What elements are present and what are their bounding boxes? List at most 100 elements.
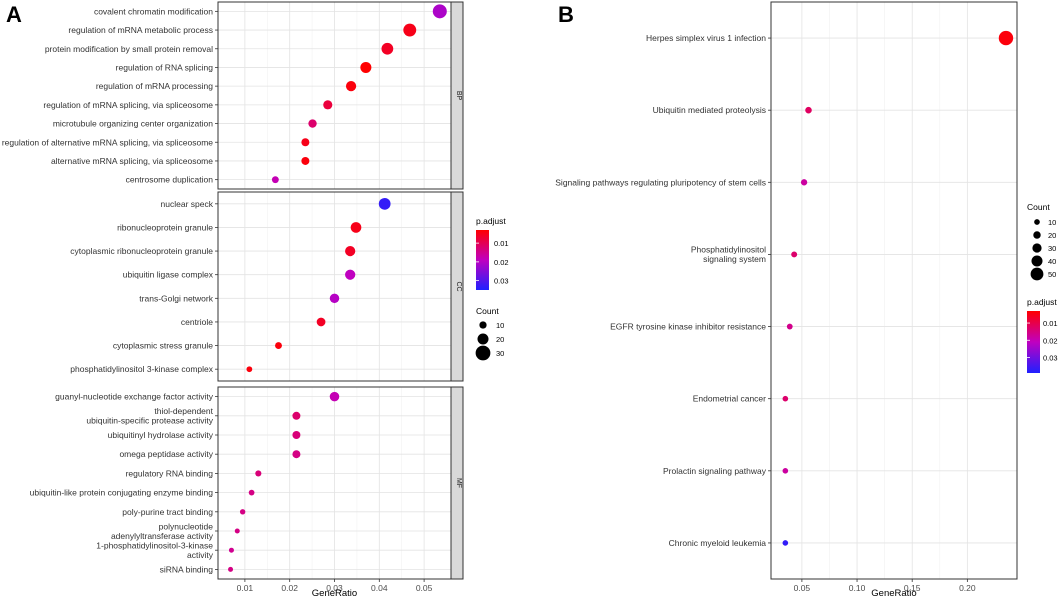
panel-b-border [770,1,1018,580]
term-dot [308,119,317,128]
term-label: phosphatidylinositol 3-kinase complex [70,364,213,374]
term-label: siRNA binding [160,564,214,574]
padj-legend-label: 0.01 [1043,319,1058,328]
term-label: nuclear speck [161,199,214,209]
term-label: guanyl-nucleotide exchange factor activi… [55,392,214,402]
x-tick-label: 0.01 [237,583,254,593]
term-dot [381,42,394,55]
term-label: trans-Golgi network [139,293,213,303]
x-tick-label: 0.05 [794,583,811,593]
term-label: centriole [181,317,213,327]
panel-b-bg [771,2,1017,579]
term-dot [292,431,301,439]
term-label: regulation of mRNA metabolic process [68,25,213,35]
x-tick-label: 0.03 [326,583,343,593]
facet-strip [450,386,464,580]
padj-legend-title: p.adjust [476,216,506,226]
term-label: regulation of mRNA splicing, via spliceo… [43,100,213,110]
term-dot [329,391,340,402]
term-label: omega peptidase activity [119,449,213,459]
term-dot [228,547,234,553]
term-dot [301,156,310,165]
count-legend-label: 30 [1048,244,1056,253]
padj-legend-title: p.adjust [1027,297,1057,307]
x-tick-label: 0.15 [904,583,921,593]
x-tick-label: 0.10 [849,583,866,593]
panel-a-go-dotplot: BP covalent chromatin modification regulat… [2,1,509,599]
count-legend-title: Count [1027,202,1050,212]
pathway-label: Ubiquitin mediated proteolysis [653,105,766,115]
term-dot [432,4,447,19]
count-legend: Count 10 20 30 [475,306,504,361]
padj-legend-label: 0.03 [1043,354,1058,363]
term-label: centrosome duplication [126,175,214,185]
pathway-dot [791,251,798,258]
term-label: poly-purine tract binding [122,507,213,517]
pathway-label: EGFR tyrosine kinase inhibitor resistanc… [610,322,766,332]
term-dot [239,509,246,515]
term-label: microtubule organizing center organizati… [53,119,213,129]
term-dot [329,293,340,304]
x-tick-label: 0.02 [281,583,298,593]
padj-legend-label: 0.03 [494,277,509,286]
count-legend: Count 10 20 30 40 50 [1027,202,1056,281]
panel-b-kegg-dotplot: Herpes simplex virus 1 infection Ubiquiti… [555,1,1058,599]
padj-legend-label: 0.01 [494,239,509,248]
count-legend-label: 40 [1048,257,1056,266]
panel-label-a: A [6,2,22,27]
pathway-dot [782,395,789,402]
facet-strip [450,191,464,382]
pathway-dot [998,30,1014,46]
pathway-dot [782,540,789,546]
x-tick-label: 0.20 [959,583,976,593]
term-label: regulation of mRNA processing [96,81,213,91]
term-dot [255,470,262,477]
count-legend-label: 20 [1048,231,1056,240]
term-dot [275,342,282,349]
term-dot [345,245,356,257]
term-label: ribonucleoprotein granule [117,222,213,232]
term-dot [228,566,234,572]
term-dot [292,450,301,459]
term-dot [345,269,356,280]
term-label: polynucleotide adenylyltransferase activi… [111,521,214,541]
term-label: protein modification by small protein re… [45,44,213,54]
pathway-label: Chronic myeloid leukemia [669,538,767,548]
facet-strip-label: BP [455,91,462,101]
count-legend-dot [479,321,487,329]
term-dot [248,489,255,496]
padj-legend: p.adjust 0.01 0.02 0.03 [476,216,509,290]
term-label: ubiquitin-like protein conjugating enzym… [30,488,214,498]
term-dot [292,411,301,420]
padj-legend-label: 0.02 [494,258,509,267]
pathway-dot [805,106,812,114]
term-dot [345,81,357,92]
count-legend-dot [1034,219,1040,225]
padj-legend: p.adjust 0.01 0.02 0.03 [1027,297,1058,373]
count-legend-dot [1031,255,1043,267]
term-label: regulatory RNA binding [126,468,214,478]
padj-colorbar [476,230,489,290]
term-dot [360,61,372,73]
x-tick-label: 0.04 [371,583,388,593]
count-legend-dot [475,345,491,361]
pathway-label: Herpes simplex virus 1 infection [646,33,766,43]
padj-legend-label: 0.02 [1043,336,1058,345]
term-dot [316,317,326,327]
count-legend-label: 10 [496,321,504,330]
term-label: covalent chromatin modification [94,6,213,16]
term-dot [234,528,240,534]
count-legend-label: 20 [496,335,504,344]
term-label: ubiquitin ligase complex [123,270,214,280]
term-dot [246,366,253,373]
count-legend-dot [1032,243,1042,253]
x-axis-title: GeneRatio [312,588,357,599]
pathway-label: Signaling pathways regulating pluripoten… [555,177,766,187]
panel-label-b: B [558,2,574,27]
term-label: cytoplasmic ribonucleoprotein granule [70,246,213,256]
pathway-dot [786,323,793,330]
term-label: regulation of RNA splicing [116,62,214,72]
count-legend-dot [477,333,489,345]
term-dot [350,222,362,233]
